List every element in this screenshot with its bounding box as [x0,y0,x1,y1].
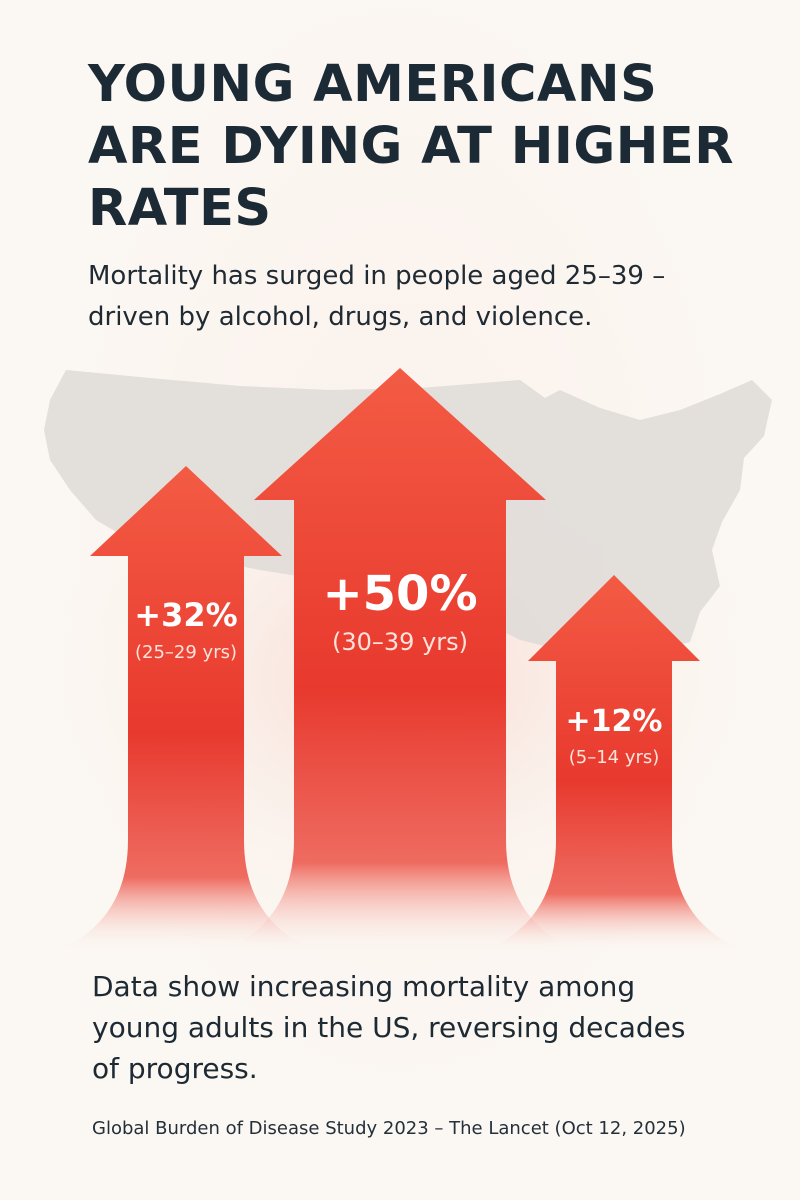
subtitle: Mortality has surged in people aged 25–3… [88,256,778,338]
page-title: YOUNG AMERICANS ARE DYING AT HIGHER RATE… [88,54,768,240]
title-line-1: YOUNG AMERICANS [88,55,658,114]
bar-arrow-3 [486,575,742,950]
summary-line-1: Data show increasing mortality among [92,970,636,1003]
bar-category-label-1: (25–29 yrs) [135,642,237,663]
summary-line-2: young adults in the US, reversing decade… [92,1011,686,1044]
subtitle-line-2: driven by alcohol, drugs, and violence. [88,302,593,332]
chart-canvas: +32% (25–29 yrs) +50% (30–39 yrs) +12% (5–14 … [20,368,780,950]
bar-value-label-3: +12% [566,704,663,739]
bar-value-label-2: +50% [322,566,477,622]
title-line-2: ARE DYING AT HIGHER [88,117,735,176]
bar-arrow-1 [58,466,314,950]
mortality-chart: +32% (25–29 yrs) +50% (30–39 yrs) +12% (5–14 … [0,350,800,970]
bar-arrow-2 [224,368,576,950]
bar-category-label-2: (30–39 yrs) [332,628,468,656]
summary-text: Data show increasing mortality among you… [92,966,762,1089]
bar-category-label-3: (5–14 yrs) [569,747,660,768]
source-citation: Global Burden of Disease Study 2023 – Th… [92,1118,686,1139]
subtitle-line-1: Mortality has surged in people aged 25–3… [88,261,666,291]
bar-value-label-1: +32% [134,596,237,634]
title-line-3: RATES [88,179,272,238]
summary-line-3: of progress. [92,1052,258,1085]
chart-bars: +32% (25–29 yrs) +50% (30–39 yrs) +12% (5–14 … [58,368,742,950]
